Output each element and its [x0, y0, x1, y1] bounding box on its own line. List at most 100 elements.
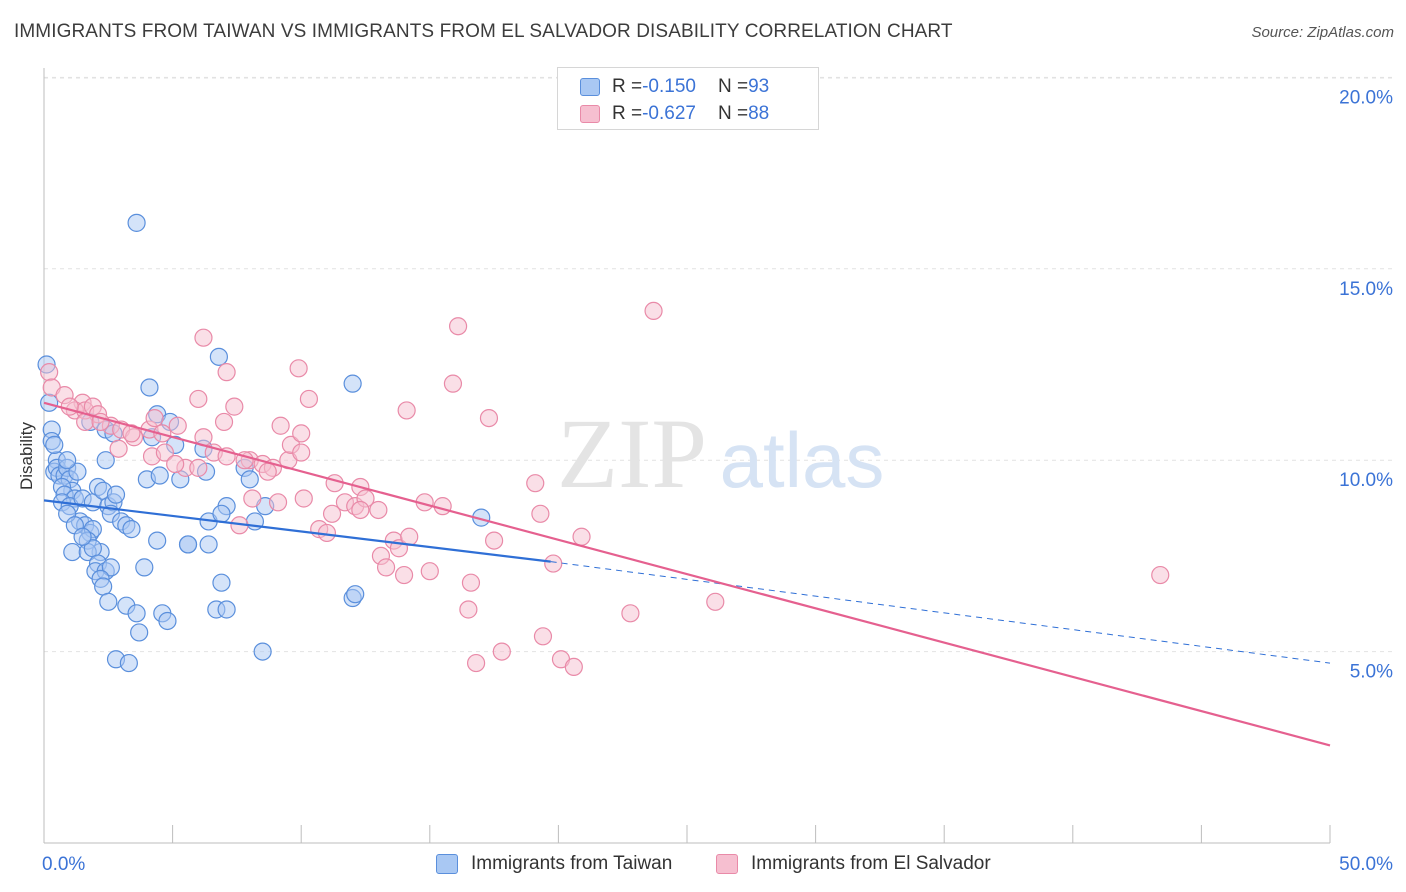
taiwan-point: [178, 535, 198, 554]
bottom-legend-taiwan: Immigrants from Taiwan: [436, 851, 672, 877]
elsalvador-point: [443, 374, 463, 393]
elsalvador-point: [448, 317, 468, 336]
elsalvador-point: [166, 454, 185, 474]
watermark-zip: ZIP: [557, 398, 707, 509]
chart-title: IMMIGRANTS FROM TAIWAN VS IMMIGRANTS FRO…: [14, 21, 953, 42]
correlation-legend: R = -0.150 N = 93 R = -0.627 N = 88: [557, 67, 819, 130]
taiwan-point: [122, 520, 141, 539]
elsalvador-point: [461, 573, 481, 592]
taiwan-point: [73, 527, 92, 546]
elsalvador-point: [217, 363, 236, 382]
taiwan-point: [158, 611, 177, 631]
taiwan-point: [63, 542, 82, 562]
elsalvador-swatch: [580, 105, 600, 123]
taiwan-point: [130, 623, 149, 642]
legend-r-label: R =: [612, 103, 643, 124]
taiwan-point: [40, 393, 59, 412]
source-credit: Source: ZipAtlas.com: [1251, 24, 1394, 41]
taiwan-point: [101, 558, 120, 577]
taiwan-point: [94, 577, 113, 596]
elsalvador-point: [492, 642, 511, 661]
watermark-atlas: atlas: [720, 416, 885, 504]
trend-lines: [43, 401, 1331, 747]
taiwan-point: [127, 604, 146, 623]
elsalvador-point: [459, 600, 478, 619]
legend-row-taiwan: R = -0.150 N = 93: [580, 75, 769, 99]
elsalvador-point: [322, 504, 342, 523]
elsalvador-point: [225, 397, 244, 416]
taiwan-point: [58, 451, 77, 470]
elsalvador-point: [294, 489, 313, 508]
legend-n-value: 93: [748, 76, 770, 97]
elsalvador-point: [394, 565, 414, 585]
elsalvador-point: [706, 592, 725, 611]
legend-r-value: -0.627: [642, 103, 696, 124]
elsalvador-point: [243, 489, 262, 508]
elsalvador-point: [268, 493, 288, 512]
taiwan-point: [148, 531, 167, 550]
taiwan-swatch: [436, 854, 458, 874]
elsalvador-point: [168, 416, 187, 435]
elsalvador-point: [214, 412, 234, 432]
taiwan-point: [346, 585, 365, 604]
elsalvador-point: [397, 401, 416, 420]
elsalvador-point: [289, 359, 308, 378]
taiwan-point: [127, 213, 146, 232]
taiwan-point: [343, 374, 362, 393]
elsalvador-point: [485, 531, 504, 550]
tick-labels: 5.0% 10.0% 15.0% 20.0% 0.0% 50.0%: [42, 87, 1393, 875]
taiwan-point: [45, 435, 64, 454]
elsalvador-point: [572, 527, 591, 546]
taiwan-swatch: [580, 78, 600, 96]
taiwan-point: [99, 592, 118, 611]
elsalvador-point: [258, 462, 277, 481]
y-tick-label: 20.0%: [1339, 87, 1393, 108]
legend-row-elsalvador: R = -0.627 N = 88: [580, 102, 769, 126]
elsalvador-point: [533, 627, 553, 646]
taiwan-trend-line: [43, 499, 551, 563]
elsalvador-point: [400, 527, 419, 546]
bottom-legend-elsalvador-label: Immigrants from El Salvador: [751, 853, 991, 874]
axes: [43, 68, 1331, 844]
elsalvador-trend-line: [43, 401, 1331, 747]
elsalvador-point: [325, 474, 344, 493]
elsalvador-point: [194, 328, 213, 347]
taiwan-point: [119, 653, 138, 673]
y-tick-label: 5.0%: [1350, 662, 1393, 683]
legend-n-label: N =: [717, 76, 749, 97]
taiwan-point: [140, 378, 159, 397]
elsalvador-point: [369, 500, 388, 520]
legend-n-label: N =: [717, 103, 749, 124]
taiwan-point: [135, 558, 154, 577]
elsalvador-point: [40, 363, 59, 382]
elsalvador-point: [271, 416, 290, 435]
taiwan-point: [199, 535, 218, 554]
elsalvador-point: [292, 424, 311, 443]
elsalvador-point: [109, 439, 128, 458]
legend-r-value: -0.150: [642, 76, 696, 97]
elsalvador-point: [299, 389, 319, 409]
series-taiwan-points: [37, 213, 491, 673]
bottom-legend-taiwan-label: Immigrants from Taiwan: [471, 853, 673, 874]
elsalvador-point: [351, 500, 370, 520]
elsalvador-point: [122, 424, 141, 443]
elsalvador-point: [479, 408, 499, 428]
elsalvador-point: [376, 558, 396, 577]
elsalvador-point: [155, 443, 174, 462]
taiwan-point: [240, 470, 259, 489]
elsalvador-point: [1151, 565, 1170, 585]
taiwan-trend-extension: [550, 561, 1331, 664]
elsalvador-point: [531, 504, 550, 523]
elsalvador-point: [466, 653, 486, 673]
taiwan-point: [68, 462, 87, 481]
taiwan-point: [217, 600, 236, 619]
elsalvador-swatch: [716, 854, 738, 874]
elsalvador-point: [644, 301, 663, 321]
elsalvador-point: [420, 562, 439, 581]
elsalvador-point: [433, 497, 452, 516]
elsalvador-point: [621, 604, 640, 623]
elsalvador-point: [189, 389, 208, 409]
taiwan-point: [212, 573, 231, 592]
y-tick-label: 15.0%: [1339, 279, 1393, 300]
